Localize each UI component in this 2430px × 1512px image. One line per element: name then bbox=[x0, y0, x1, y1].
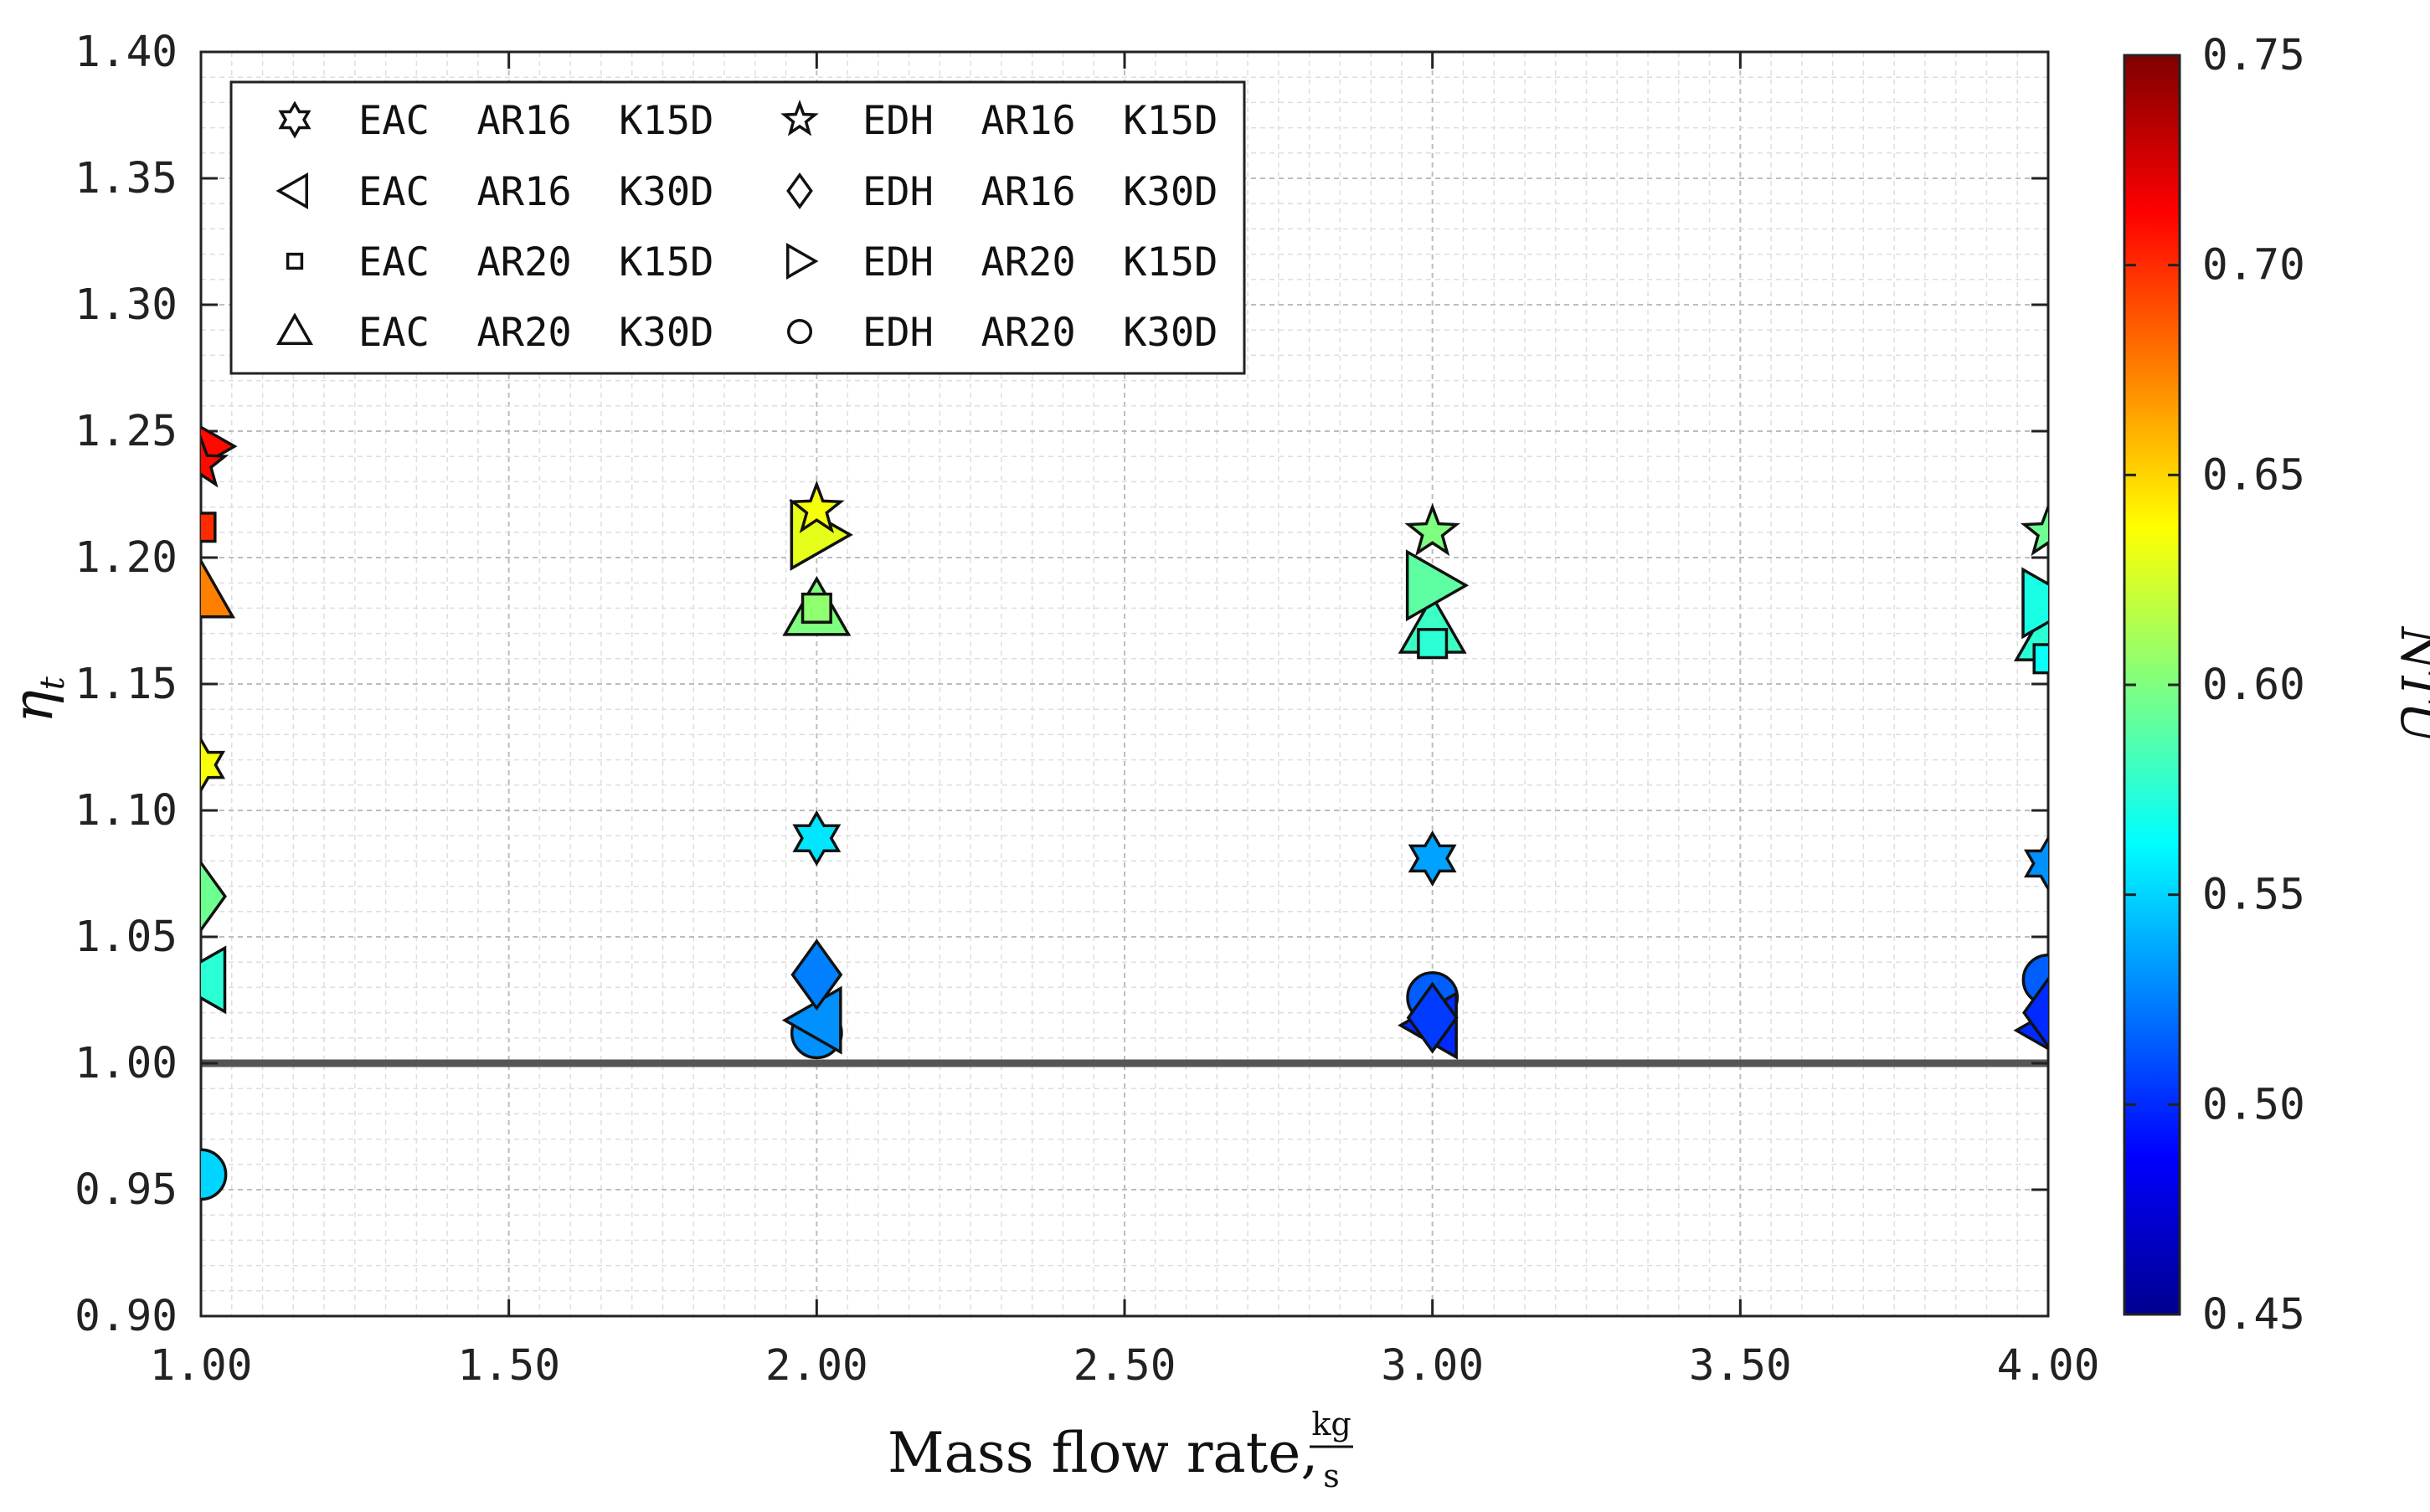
y-tick-label: 1.35 bbox=[75, 154, 178, 203]
legend-marker-hexagram bbox=[278, 100, 311, 139]
svg-text:ηt: ηt bbox=[1, 676, 72, 723]
marker-edh-ar16-k15d-x1 bbox=[201, 435, 229, 488]
y-tick-label: 0.95 bbox=[75, 1165, 178, 1215]
y-tick-label: 1.30 bbox=[75, 280, 178, 330]
legend-label: EDH AR16 K15D bbox=[862, 98, 1218, 144]
marker-edh-ar20-k30d-x1 bbox=[201, 1148, 228, 1201]
marker-edh-ar16-k30d-x4 bbox=[2022, 976, 2048, 1049]
colorbar-tick-label: 0.65 bbox=[2202, 450, 2305, 500]
legend-marker-triangle-left bbox=[275, 172, 308, 210]
marker-eac-ar16-k15d-x3 bbox=[1408, 830, 1457, 887]
legend-marker-triangle-up bbox=[275, 312, 314, 345]
marker-edh-ar16-k30d-x2 bbox=[790, 939, 843, 1011]
x-tick-label: 2.50 bbox=[1073, 1341, 1176, 1391]
colorbar-tick-label: 0.45 bbox=[2202, 1290, 2305, 1340]
marker-edh-ar16-k15d-x2 bbox=[789, 480, 845, 533]
x-tick-label: 1.50 bbox=[457, 1341, 560, 1391]
marker-eac-ar20-k15d-x4 bbox=[2032, 643, 2048, 675]
legend-marker-circle bbox=[786, 318, 813, 345]
y-tick-label: 1.25 bbox=[75, 407, 178, 456]
y-tick-label: 0.90 bbox=[75, 1292, 178, 1341]
data-markers bbox=[201, 425, 2048, 1201]
colorbar-tick-label: 0.50 bbox=[2202, 1080, 2305, 1129]
y-tick-label: 1.05 bbox=[75, 913, 178, 962]
colorbar-ticks: 0.45 0.50 0.55 0.60 0.65 0.70 0.75 bbox=[2124, 31, 2305, 1340]
legend-box bbox=[229, 80, 1246, 375]
legend: EAC AR16 K15D EAC AR16 K30D EAC AR20 K15D E… bbox=[229, 80, 1246, 375]
axis-tick-marks bbox=[199, 50, 2050, 1318]
x-tick-label: 3.50 bbox=[1689, 1341, 1792, 1391]
y-axis-label-symbol: η bbox=[1, 690, 65, 723]
x-axis-unit-denominator: s bbox=[1323, 1458, 1340, 1494]
colorbar-tick-label: 0.55 bbox=[2202, 871, 2305, 920]
legend-marker-star bbox=[780, 100, 819, 136]
marker-eac-ar16-k15d-x1 bbox=[201, 737, 226, 794]
x-axis-unit-numerator: kg bbox=[1311, 1406, 1351, 1443]
x-tick-label: 3.00 bbox=[1381, 1341, 1484, 1391]
colorbar-tick-label: 0.70 bbox=[2202, 241, 2305, 291]
legend-marker-diamond bbox=[786, 172, 813, 209]
legend-label: EDH AR20 K15D bbox=[862, 239, 1218, 285]
legend-label: EAC AR20 K15D bbox=[358, 239, 713, 285]
legend-label: EAC AR16 K30D bbox=[358, 169, 713, 215]
colorbar-tick-label: 0.60 bbox=[2202, 661, 2305, 710]
x-axis-label: Mass flow rate, bbox=[888, 1421, 1318, 1485]
y-tick-label: 1.00 bbox=[75, 1039, 178, 1088]
y-axis-label: ηt bbox=[1, 676, 72, 723]
marker-edh-ar20-k15d-x3 bbox=[1405, 549, 1470, 622]
legend-marker-square bbox=[286, 252, 304, 270]
x-tick-label: 1.00 bbox=[150, 1341, 253, 1391]
y-tick-label: 1.20 bbox=[75, 533, 178, 583]
marker-eac-ar16-k30d-x1 bbox=[201, 945, 227, 1015]
x-tick-label: 4.00 bbox=[1997, 1341, 2100, 1391]
marker-eac-ar20-k15d-x1 bbox=[201, 512, 217, 543]
marker-edh-ar16-k15d-x4 bbox=[2020, 502, 2048, 557]
marker-eac-ar20-k15d-x3 bbox=[1417, 628, 1449, 660]
y-axis-label-subscript: t bbox=[33, 676, 72, 690]
y-tick-label: 1.15 bbox=[75, 660, 178, 709]
y-tick-label: 1.10 bbox=[75, 786, 178, 836]
marker-edh-ar16-k15d-x3 bbox=[1404, 502, 1460, 557]
marker-edh-ar16-k30d-x1 bbox=[201, 860, 227, 933]
y-tick-label: 1.40 bbox=[75, 28, 178, 77]
legend-marker-triangle-right bbox=[786, 242, 819, 280]
marker-edh-ar16-k30d-x3 bbox=[1406, 981, 1459, 1054]
marker-eac-ar16-k15d-x2 bbox=[792, 810, 842, 867]
colorbar-tick-label: 0.75 bbox=[2202, 31, 2305, 80]
y-tick-labels: 0.90 0.95 1.00 1.05 1.10 1.15 1.20 1.25 1.30 1.35… bbox=[75, 28, 178, 1341]
marker-eac-ar20-k30d-x1 bbox=[201, 558, 236, 619]
x-tick-label: 2.00 bbox=[765, 1341, 868, 1391]
legend-label: EAC AR16 K15D bbox=[358, 98, 713, 144]
x-tick-labels: 1.00 1.50 2.00 2.50 3.00 3.50 4.00 bbox=[150, 1341, 2100, 1391]
colorbar-label: NTU bbox=[2390, 625, 2430, 744]
legend-label: EAC AR20 K30D bbox=[358, 310, 713, 356]
marker-eac-ar16-k15d-x4 bbox=[2023, 835, 2048, 892]
legend-label: EDH AR16 K30D bbox=[862, 169, 1218, 215]
marker-edh-ar20-k15d-x4 bbox=[2021, 567, 2048, 640]
marker-eac-ar20-k15d-x2 bbox=[801, 592, 832, 624]
legend-label: EDH AR20 K30D bbox=[862, 310, 1218, 356]
